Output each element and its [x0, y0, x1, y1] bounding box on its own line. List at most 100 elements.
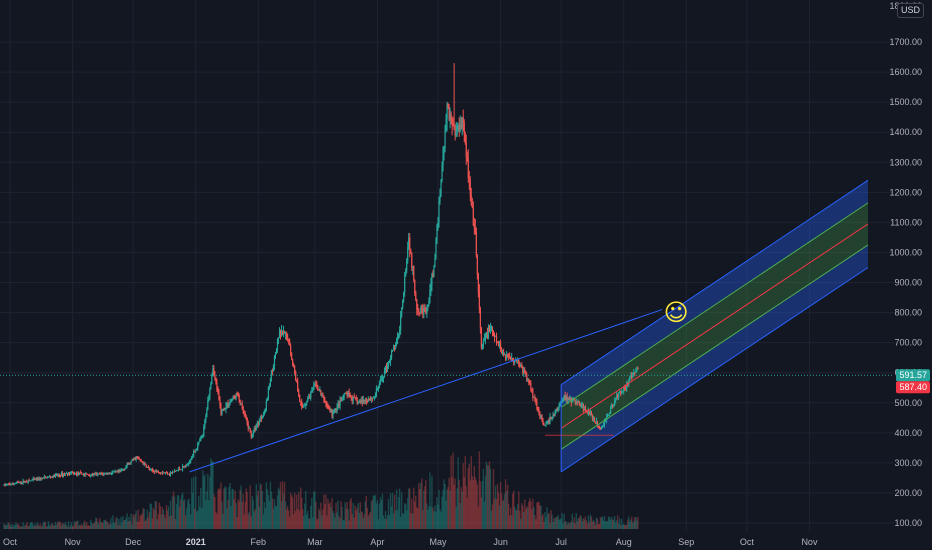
volume-bar — [329, 502, 331, 529]
candle-body — [171, 471, 174, 474]
volume-bar — [293, 492, 296, 529]
candle-body — [497, 342, 500, 347]
candle-body — [629, 377, 631, 380]
time-axis[interactable]: Oct Nov Dec 2021 Feb Mar Apr May Jun Jul Aug Sep Oct… — [3, 537, 818, 547]
candle-body — [111, 472, 113, 474]
candle-body — [409, 237, 411, 251]
volume-bar — [207, 473, 209, 529]
candle-body — [229, 401, 231, 404]
candle-body — [265, 400, 267, 410]
candle-body — [507, 355, 509, 357]
candle-body — [552, 414, 554, 419]
candle-body — [47, 476, 49, 478]
candle-body — [121, 469, 123, 471]
candle-body — [83, 474, 85, 476]
candle-body — [591, 415, 594, 420]
candle-body — [130, 460, 132, 464]
candle-body — [384, 366, 387, 371]
candle-body — [85, 473, 87, 475]
volume-bar — [233, 499, 235, 529]
price-tick-label: 1100.00 — [890, 217, 922, 227]
candle-body — [460, 125, 462, 129]
volume-bar — [36, 522, 38, 529]
volume-bar — [556, 516, 558, 529]
volume-bar — [575, 513, 577, 529]
candle-body — [551, 418, 553, 420]
price-axis-background[interactable] — [894, 0, 932, 550]
volume-bar — [604, 521, 607, 529]
volume-bar — [248, 512, 250, 529]
candle-body — [321, 394, 323, 396]
volume-bar — [234, 490, 236, 529]
volume-bar — [400, 492, 403, 529]
candle-body — [568, 397, 570, 401]
volume-bar — [227, 500, 229, 529]
volume-bar — [190, 477, 193, 529]
candle-body — [556, 409, 558, 412]
price-tick-label: 800.00 — [894, 308, 922, 318]
volume-bar — [455, 506, 457, 529]
volume-bar — [272, 508, 275, 529]
volume-bar — [389, 493, 392, 529]
volume-bar — [303, 516, 305, 529]
candle-body — [169, 472, 172, 475]
candle-body — [329, 408, 331, 413]
candle-body — [367, 399, 369, 402]
volume-bar — [34, 523, 36, 529]
candle-body — [308, 396, 310, 398]
volume-bar — [214, 497, 216, 529]
volume-bar — [172, 491, 175, 529]
candle-body — [96, 473, 98, 476]
volume-bar — [451, 476, 453, 529]
candle-body — [218, 392, 220, 400]
volume-bar — [386, 514, 389, 529]
volume-bar — [357, 503, 359, 529]
candle-body — [489, 328, 492, 331]
volume-bar — [27, 526, 29, 529]
volume-bar — [90, 519, 92, 529]
time-tick-label: Jun — [493, 537, 508, 547]
volume-bar — [325, 494, 327, 529]
volume-bar — [443, 479, 445, 529]
candle-body — [612, 405, 614, 407]
volume-bar — [194, 508, 196, 529]
volume-bar — [482, 468, 485, 529]
volume-bar — [235, 502, 237, 529]
candle-body — [139, 459, 141, 461]
volume-bar — [414, 501, 416, 529]
candle-body — [41, 477, 43, 479]
volume-bar — [150, 503, 153, 529]
volume-bar — [308, 518, 310, 529]
candle-body — [3, 484, 5, 486]
candle-body — [170, 472, 173, 474]
candle-body — [481, 344, 484, 348]
price-axis[interactable]: 100.00200.00300.00400.00500.00600.00700.… — [889, 1, 922, 528]
candle-body — [624, 387, 626, 388]
candle-body — [462, 117, 464, 123]
candle-body — [380, 378, 383, 380]
volume-bar — [518, 491, 520, 529]
currency-button[interactable]: USD — [896, 3, 924, 18]
volume-bar — [152, 507, 155, 529]
volume-bar — [484, 476, 487, 529]
volume-bar — [282, 493, 285, 529]
candle-body — [610, 408, 612, 414]
candle-body — [248, 428, 250, 429]
candle-body — [90, 475, 92, 477]
candle-body — [283, 331, 286, 333]
candle-body — [28, 479, 30, 481]
volume-bar — [11, 524, 13, 529]
candle-body — [333, 410, 335, 413]
volume-bar — [589, 514, 592, 529]
candle-body — [87, 474, 89, 475]
volume-bar — [125, 517, 127, 529]
volume-bar — [294, 511, 297, 529]
volume-bar — [283, 482, 286, 529]
candle-body — [74, 473, 76, 475]
volume-bar — [71, 526, 74, 529]
candle-body — [555, 409, 557, 411]
time-axis-background[interactable] — [0, 532, 932, 550]
candle-body — [432, 273, 434, 277]
drawing-lines[interactable]: ☺ — [0, 179, 894, 473]
